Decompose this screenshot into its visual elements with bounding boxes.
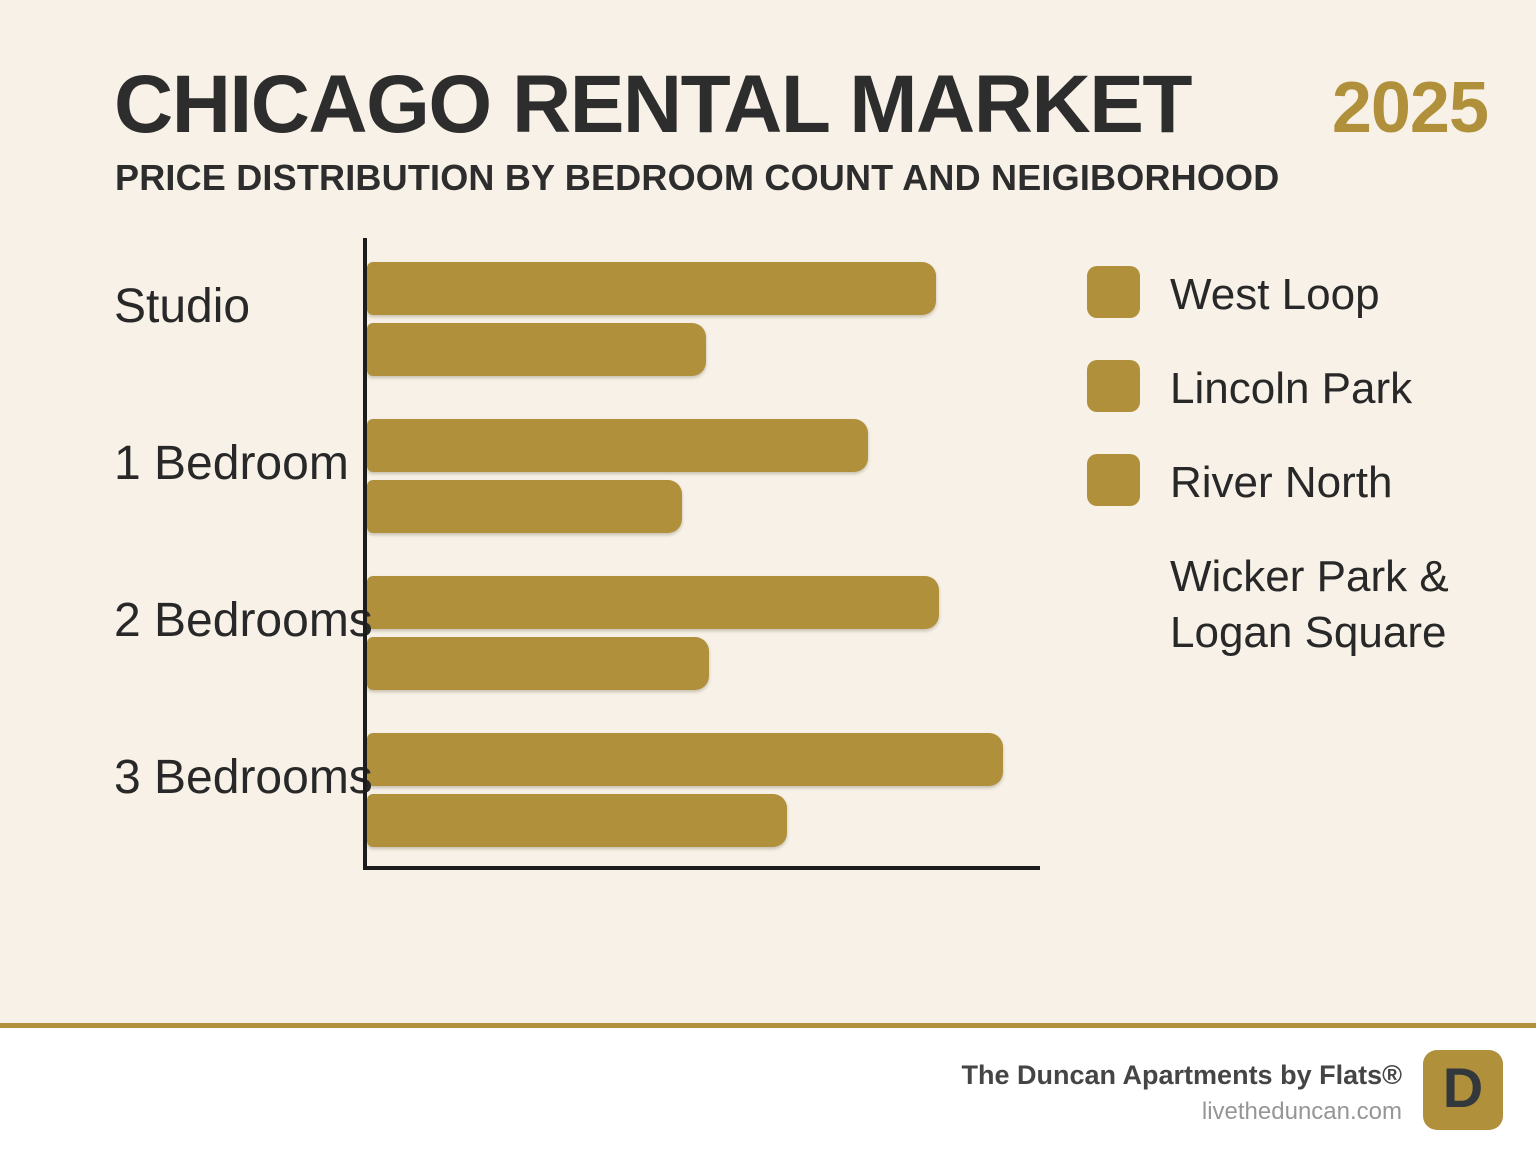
- brand-logo-letter: D: [1442, 1056, 1484, 1119]
- bar-west-loop: [367, 419, 868, 472]
- legend-item: Lincoln Park: [1087, 359, 1449, 417]
- footer-url: livetheduncan.com: [1201, 1098, 1402, 1125]
- chart-groups: Studio 1 Bedroom 2 Bedrooms 3 Bedrooms: [0, 262, 1060, 847]
- legend-label: West Loop: [1170, 270, 1380, 319]
- page-title: CHICAGO RENTAL MARKET: [114, 59, 1192, 150]
- legend-swatch: [1087, 266, 1140, 318]
- legend-label: River North: [1170, 457, 1393, 507]
- y-axis-line: [363, 238, 367, 870]
- legend-swatch: [1087, 453, 1140, 506]
- page-subtitle: PRICE DISTRIBUTION BY BEDROOM COUNT AND …: [115, 157, 1280, 198]
- legend-item: Wicker Park & Logan Square: [1087, 548, 1449, 661]
- category-label: Studio: [114, 279, 251, 333]
- bar-chart: Studio 1 Bedroom 2 Bedrooms 3 Bedrooms: [0, 238, 1060, 870]
- bar-lincoln-park: [367, 323, 706, 376]
- legend: West Loop Lincoln Park River North Wicker P…: [1087, 266, 1449, 660]
- category-label: 3 Bedrooms: [114, 750, 373, 804]
- footer-divider: [0, 1023, 1536, 1028]
- footer: The Duncan Apartments by Flats® livethed…: [0, 1028, 1536, 1154]
- legend-item: West Loop: [1087, 266, 1449, 323]
- bar-stack: [367, 419, 1044, 533]
- x-axis-line: [363, 866, 1040, 870]
- category-label: 2 Bedrooms: [114, 593, 373, 647]
- bar-stack: [367, 576, 1044, 690]
- bar-west-loop: [367, 262, 936, 315]
- bar-stack: [367, 262, 1044, 376]
- legend-item: River North: [1087, 453, 1449, 511]
- brand-logo: D: [1423, 1050, 1503, 1130]
- year-badge: 2025: [1331, 68, 1489, 148]
- bar-lincoln-park: [367, 637, 709, 690]
- footer-brand: The Duncan Apartments by Flats®: [961, 1060, 1402, 1090]
- bar-lincoln-park: [367, 480, 682, 533]
- category-label: 1 Bedroom: [114, 436, 349, 490]
- chart-group: 2 Bedrooms: [0, 576, 1060, 690]
- chart-group: 1 Bedroom: [0, 419, 1060, 533]
- bar-stack: [367, 733, 1044, 847]
- chart-group: 3 Bedrooms: [0, 733, 1060, 847]
- legend-label: Lincoln Park: [1170, 363, 1413, 413]
- bar-lincoln-park: [367, 794, 787, 847]
- footer-text: The Duncan Apartments by Flats® livethed…: [962, 1062, 1402, 1124]
- header: CHICAGO RENTAL MARKET 2025: [114, 59, 1489, 150]
- bar-west-loop: [367, 576, 940, 629]
- chart-group: Studio: [0, 262, 1060, 376]
- bar-west-loop: [367, 733, 1004, 786]
- legend-swatch: [1087, 359, 1140, 412]
- legend-label: Wicker Park & Logan Square: [1170, 551, 1449, 657]
